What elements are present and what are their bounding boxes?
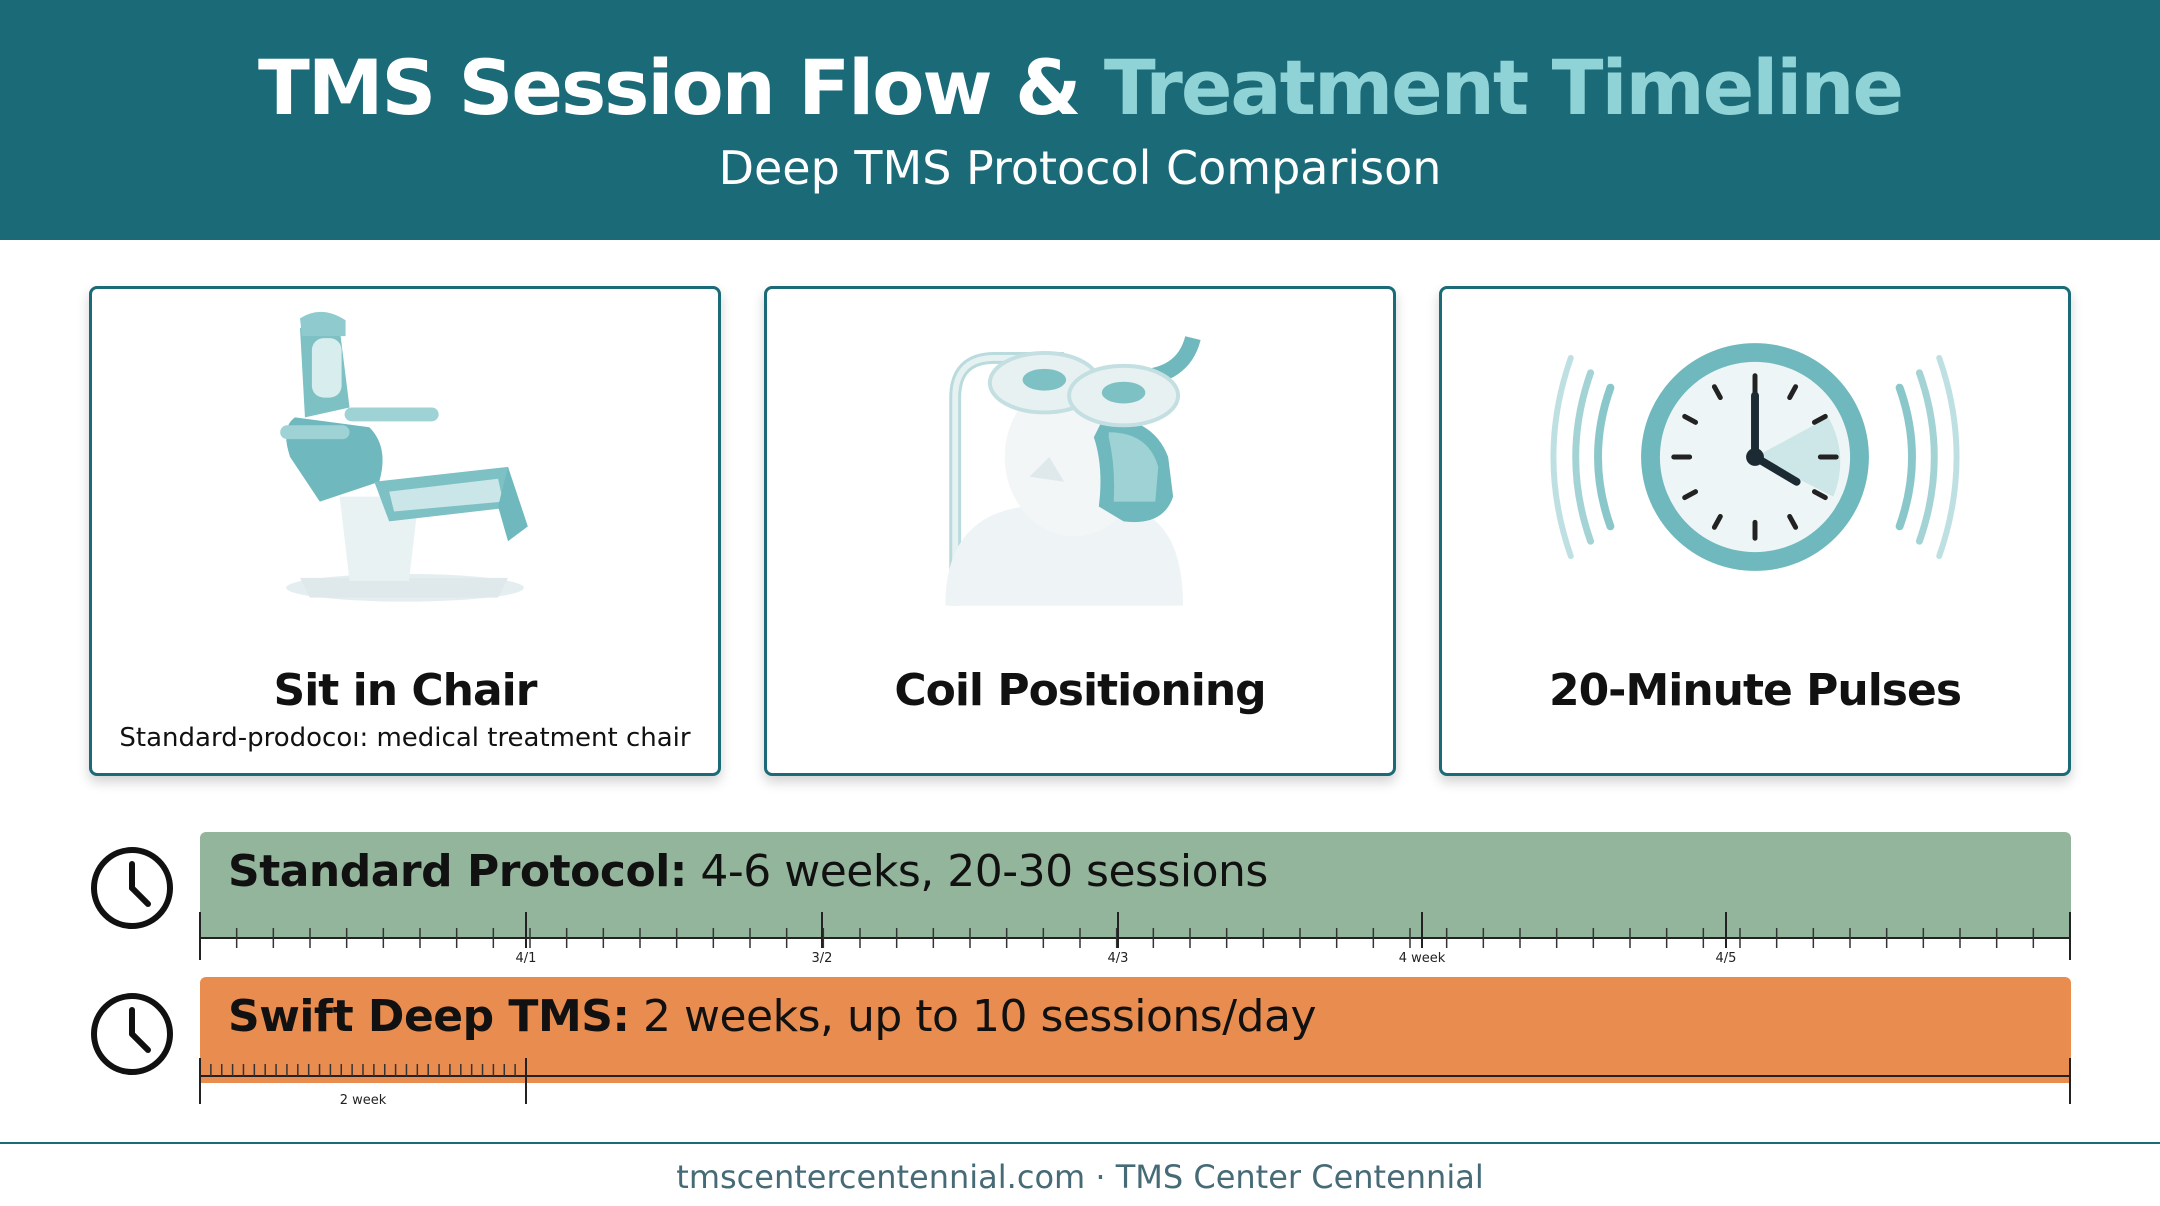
tms-coil-head-icon <box>945 335 1201 606</box>
ruler-tick-label: 4/1 <box>516 951 537 966</box>
step-card-coil-positioning: Coil Positioning <box>764 286 1396 776</box>
swift-deep-tms-name: Swift Deep TMS: <box>228 991 630 1042</box>
footer-credit: tmscentercentennial.com · TMS Center Cen… <box>676 1158 1484 1196</box>
card-title: 20-Minute Pulses <box>1548 665 1962 716</box>
page-subtitle: Deep TMS Protocol Comparison <box>718 141 1442 195</box>
clock-icon <box>91 847 173 929</box>
standard-protocol-ruler: 4/1 3/2 4/3 4 week 4/5 <box>199 912 2071 966</box>
ruler-tick-label: 4/3 <box>1108 951 1129 966</box>
ruler-tick-label: 3/2 <box>812 951 833 966</box>
swift-deep-tms-ruler: 2 week <box>199 1058 2071 1108</box>
step-card-sit-in-chair: Sit in Chair Standard-prodocoı: medical … <box>89 286 721 776</box>
title-main: TMS Session Flow & <box>258 43 1104 132</box>
standard-protocol-name: Standard Protocol: <box>228 846 687 897</box>
ruler-tick-label: 2 week <box>340 1093 387 1108</box>
standard-protocol-bar: Standard Protocol: 4-6 weeks, 20-30 sess… <box>200 832 2071 938</box>
swift-deep-tms-label: Swift Deep TMS: 2 weeks, up to 10 sessio… <box>228 991 1317 1042</box>
card-title: Coil Positioning <box>894 665 1266 716</box>
card-title: Sit in Chair <box>273 665 538 716</box>
clock-icon <box>91 993 173 1075</box>
step-card-20-minute-pulses: 20-Minute Pulses <box>1439 286 2071 776</box>
ruler-tick-label: 4 week <box>1399 951 1446 966</box>
card-caption: Standard-prodocoı: medical treatment cha… <box>119 723 691 753</box>
footer-divider <box>0 1142 2160 1144</box>
header-banner: TMS Session Flow & Treatment Timeline De… <box>0 0 2160 240</box>
treatment-chair-icon <box>280 311 528 602</box>
standard-protocol-label: Standard Protocol: 4-6 weeks, 20-30 sess… <box>228 846 1268 897</box>
ruler-tick-label: 4/5 <box>1716 951 1737 966</box>
standard-protocol-detail: 4-6 weeks, 20-30 sessions <box>686 846 1268 897</box>
swift-deep-tms-detail: 2 weeks, up to 10 sessions/day <box>629 991 1316 1042</box>
title-accent: Treatment Timeline <box>1103 43 1904 132</box>
pulsing-clock-icon <box>1550 343 1960 571</box>
swift-deep-tms-bar: Swift Deep TMS: 2 weeks, up to 10 sessio… <box>200 977 2071 1083</box>
page-title: TMS Session Flow & Treatment Timeline <box>0 40 2160 136</box>
